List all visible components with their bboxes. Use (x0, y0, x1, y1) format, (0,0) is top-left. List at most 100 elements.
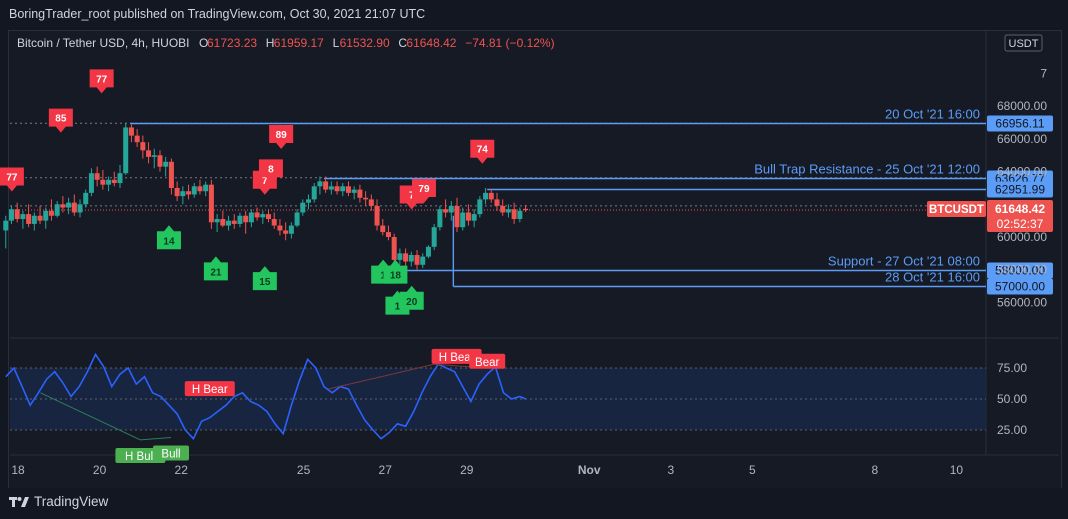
price-tick: 58000.00 (997, 263, 1047, 277)
candle-body (323, 181, 329, 190)
symbol-badge-text: BTCUSDT (929, 204, 984, 216)
candle-body (443, 209, 449, 213)
candle-body (237, 215, 243, 224)
signal-label-text: 89 (276, 130, 288, 141)
rsi-bear-label (469, 353, 506, 369)
candle-body (374, 205, 380, 226)
candle-body (106, 179, 112, 185)
rsi-band (10, 368, 986, 430)
price-tick: 66000.00 (997, 132, 1047, 146)
time-tick: 8 (871, 463, 878, 477)
rsi-bear-label (431, 348, 482, 364)
candle-body (71, 202, 77, 213)
signal-label-text: 1 (380, 271, 386, 282)
publisher-line: BoringTrader_root published on TradingVi… (9, 7, 426, 21)
level-price-badge (987, 115, 1053, 132)
signal-label-text: 7 (409, 190, 415, 201)
level-label: Support - 27 Oct '21 08:00 (828, 254, 980, 269)
signal-label-text: 21 (210, 267, 222, 278)
signal-label-text: 18 (390, 271, 402, 282)
bear-signal-label (269, 124, 294, 149)
level-price-text: 57000.00 (995, 280, 1045, 294)
candle-body (283, 230, 289, 234)
candle-body (523, 208, 529, 211)
candle-body (471, 214, 477, 221)
time-tick: 5 (749, 463, 756, 477)
candle-body (266, 214, 272, 220)
signal-label-text: 8 (268, 164, 274, 175)
candle-body (403, 253, 409, 262)
candle-body (8, 209, 14, 221)
candle-body (20, 214, 26, 220)
candle-body (425, 246, 431, 257)
candle-body (317, 181, 323, 187)
candle-body (14, 209, 20, 220)
level-label: Bull Trap Resistance - 25 Oct '21 12:00 (754, 162, 980, 177)
candle-body (140, 142, 146, 151)
candle-body (385, 232, 391, 237)
bull-divergence-line (140, 436, 172, 441)
ohlc-close-label: C (398, 36, 407, 50)
candle-body (31, 215, 37, 224)
candle-body (88, 173, 94, 193)
currency-text: USDT (1009, 38, 1039, 50)
rsi-label-text: H Bear (439, 352, 475, 364)
bull-divergence-line (40, 392, 141, 441)
candle-body (363, 197, 369, 200)
candle-body (254, 212, 260, 218)
candle-body (357, 189, 363, 198)
candle-body (60, 204, 66, 208)
ohlc-change: −74.81 (−0.12%) (465, 36, 554, 50)
candle-body (380, 225, 386, 233)
candle-body (111, 179, 117, 184)
candle-body (351, 189, 357, 193)
signal-label-text: 77 (6, 173, 18, 184)
signal-label-text: 15 (259, 277, 271, 288)
candle-body (163, 161, 169, 167)
candle-body (248, 212, 254, 223)
candle-body (431, 227, 437, 247)
candle-body (134, 135, 140, 143)
candle-body (397, 253, 403, 260)
candle-body (94, 173, 100, 180)
time-tick: 20 (93, 463, 107, 477)
price-tick: 68000.00 (997, 99, 1047, 113)
rsi-line (5, 352, 526, 441)
candle-body (197, 186, 203, 192)
candle-body (414, 254, 420, 265)
bear-signal-label (48, 108, 73, 133)
tradingview-logo[interactable]: TradingView (9, 494, 108, 509)
level-price-badge (987, 278, 1053, 295)
level-price-badge (987, 262, 1053, 279)
candle-body (3, 220, 9, 231)
time-tick: 29 (460, 463, 474, 477)
signal-label-text: 7 (262, 176, 268, 187)
time-tick: 18 (11, 463, 25, 477)
bull-signal-label (399, 285, 424, 310)
candle-body (328, 186, 334, 190)
candle-body (420, 256, 426, 265)
candle-body (117, 173, 123, 184)
candle-body (43, 210, 49, 221)
level-price-text: 66956.11 (995, 117, 1044, 131)
symbol-badge (927, 201, 986, 217)
price-tick: 56000.00 (997, 295, 1047, 309)
price-tick: 7 (1040, 67, 1047, 81)
candle-body (311, 186, 317, 200)
ohlc-high-label: H (266, 36, 275, 50)
bear-signal-label (89, 69, 114, 94)
candle-body (83, 192, 89, 205)
candle-body (157, 155, 163, 167)
candle-body (191, 186, 197, 195)
candle-body (128, 127, 134, 136)
bull-signal-label (252, 266, 277, 291)
candle-body (151, 155, 157, 157)
bull-signal-label (203, 256, 228, 281)
candle-body (511, 209, 517, 220)
candle-body (208, 184, 214, 223)
footer: TradingView (0, 488, 1068, 519)
signal-label-text: 77 (96, 74, 108, 85)
candle-body (505, 209, 511, 213)
